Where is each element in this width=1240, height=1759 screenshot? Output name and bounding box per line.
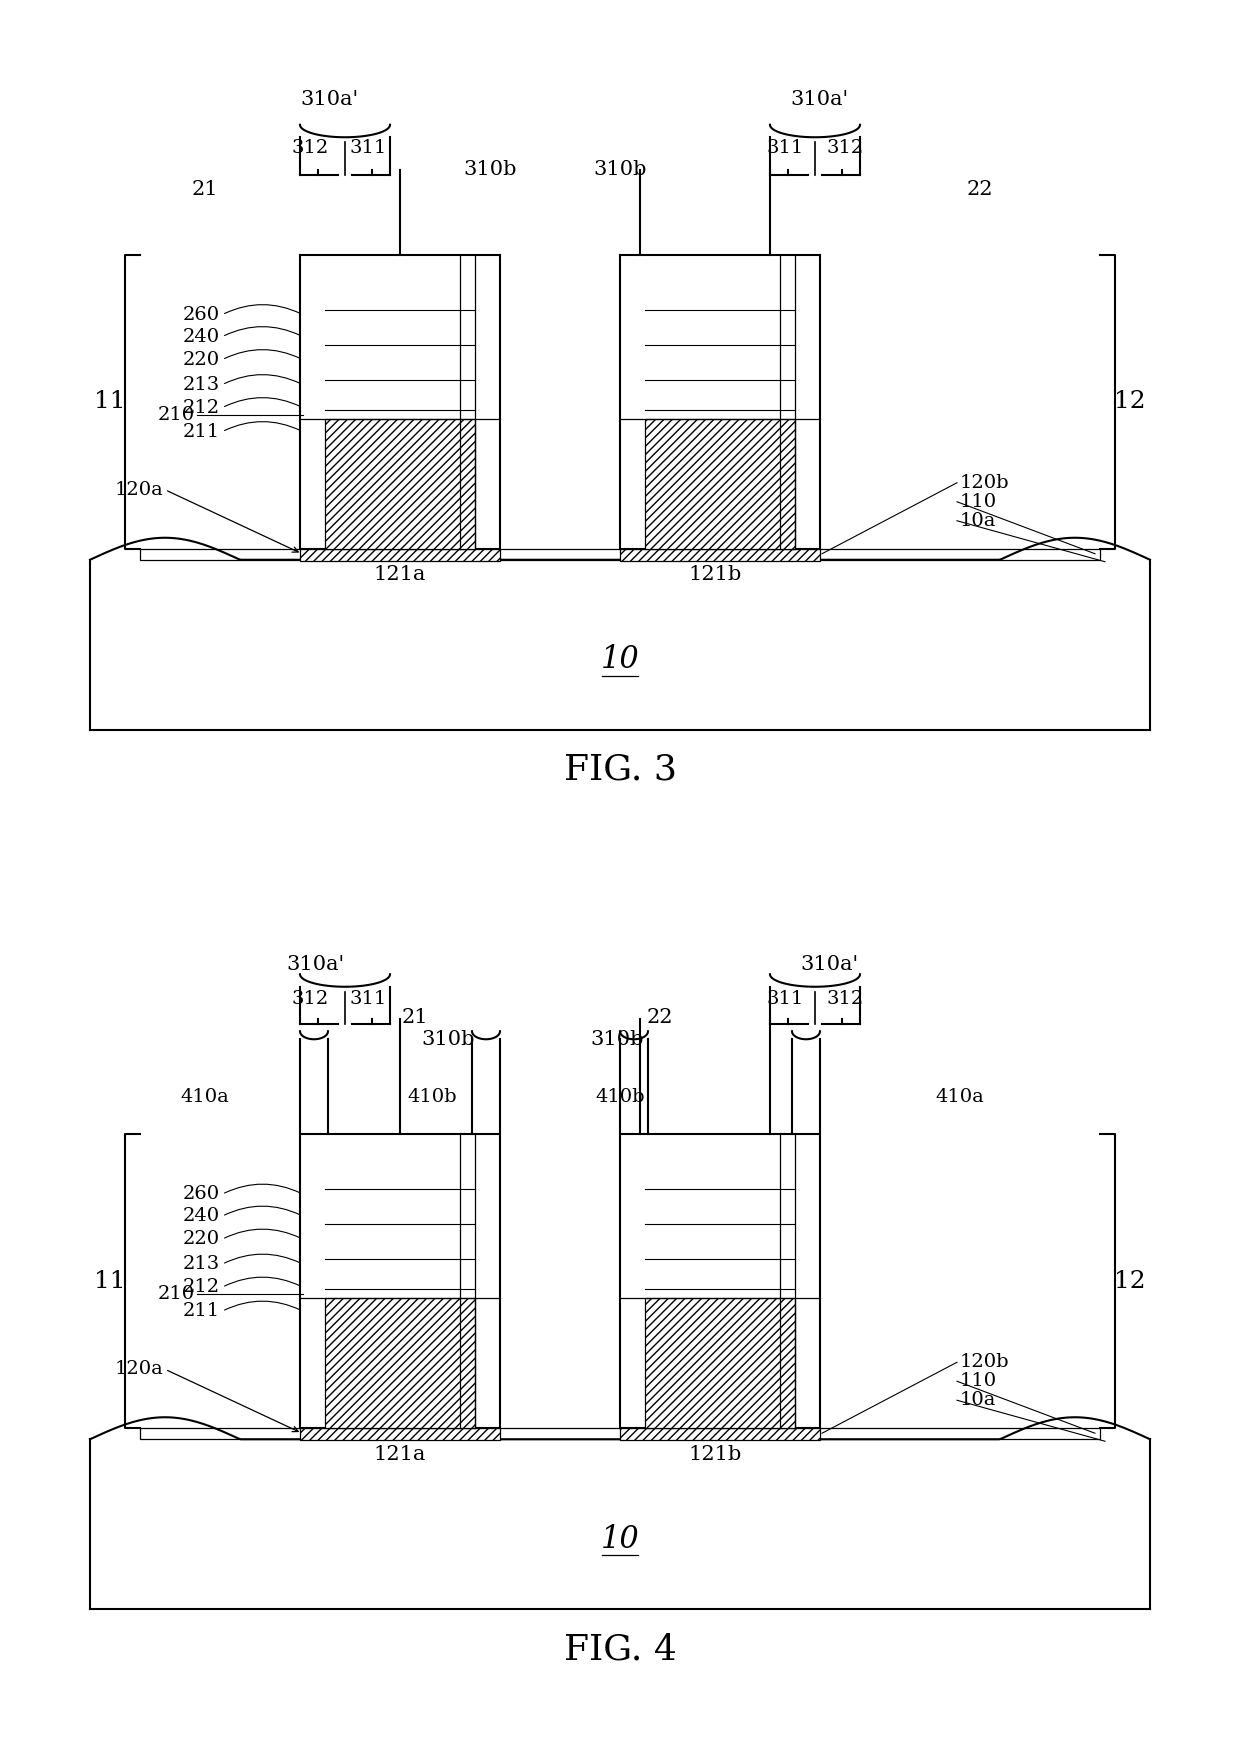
Text: 21: 21 [192, 179, 218, 199]
Text: 310b: 310b [590, 1029, 644, 1048]
Text: 240: 240 [182, 1207, 219, 1226]
Text: 312: 312 [291, 139, 329, 157]
Text: 121b: 121b [688, 1444, 742, 1463]
Text: 311: 311 [766, 990, 804, 1008]
Text: 410a: 410a [936, 1089, 985, 1106]
Bar [300, 1428, 500, 1441]
Text: 120b: 120b [960, 1353, 1009, 1372]
Text: 410b: 410b [407, 1089, 456, 1106]
Text: 210: 210 [157, 406, 195, 424]
Text: 311: 311 [766, 139, 804, 157]
Text: 311: 311 [350, 990, 387, 1008]
Text: 310a': 310a' [801, 955, 859, 974]
Text: 310b: 310b [422, 1029, 475, 1048]
Bar [620, 255, 820, 549]
Bar [300, 549, 500, 561]
Text: 212: 212 [182, 399, 219, 417]
Text: 260: 260 [182, 1186, 219, 1203]
Text: 310a': 310a' [791, 90, 849, 109]
Text: 312: 312 [291, 990, 329, 1008]
Text: 12: 12 [1115, 1270, 1146, 1293]
Bar [620, 1428, 820, 1441]
Text: 120a: 120a [114, 1360, 162, 1379]
Text: 10a: 10a [960, 1391, 997, 1409]
Text: 121a: 121a [373, 1444, 427, 1463]
Text: 210: 210 [157, 1286, 195, 1303]
Text: 410b: 410b [595, 1089, 645, 1106]
Text: 213: 213 [182, 1256, 219, 1274]
Text: 312: 312 [826, 139, 863, 157]
Bar [325, 419, 475, 549]
Text: 260: 260 [182, 306, 219, 324]
Text: 310b: 310b [593, 160, 647, 179]
Text: 311: 311 [350, 139, 387, 157]
Text: 11: 11 [94, 1270, 125, 1293]
Text: 10: 10 [600, 644, 640, 675]
Text: 22: 22 [967, 179, 993, 199]
Text: 220: 220 [182, 350, 219, 369]
Text: 10a: 10a [960, 512, 997, 529]
Text: 213: 213 [182, 376, 219, 394]
Text: FIG. 4: FIG. 4 [563, 1632, 677, 1666]
Text: 12: 12 [1115, 390, 1146, 413]
Text: 410a: 410a [181, 1089, 229, 1106]
Text: 121a: 121a [373, 565, 427, 584]
Text: 120a: 120a [114, 480, 162, 500]
Bar [140, 549, 1100, 559]
Text: 310a': 310a' [301, 90, 360, 109]
Text: 121b: 121b [688, 565, 742, 584]
Bar [645, 1298, 795, 1428]
Text: 310a': 310a' [286, 955, 345, 974]
Bar [300, 1135, 500, 1428]
Text: 21: 21 [402, 1008, 428, 1027]
Text: 310b: 310b [464, 160, 517, 179]
Text: 211: 211 [182, 422, 219, 442]
Text: 240: 240 [182, 327, 219, 347]
Text: 10: 10 [600, 1523, 640, 1555]
Bar [620, 549, 820, 561]
Text: 110: 110 [960, 493, 997, 510]
Text: 22: 22 [647, 1008, 673, 1027]
Text: 120b: 120b [960, 473, 1009, 493]
Bar [140, 1428, 1100, 1439]
Bar [645, 419, 795, 549]
Bar [620, 1135, 820, 1428]
Text: 11: 11 [94, 390, 125, 413]
Bar [300, 255, 500, 549]
Text: 212: 212 [182, 1279, 219, 1296]
Text: 211: 211 [182, 1302, 219, 1321]
Text: 312: 312 [826, 990, 863, 1008]
Text: FIG. 3: FIG. 3 [563, 753, 677, 786]
Bar [325, 1298, 475, 1428]
Text: 220: 220 [182, 1230, 219, 1249]
Text: 110: 110 [960, 1372, 997, 1390]
